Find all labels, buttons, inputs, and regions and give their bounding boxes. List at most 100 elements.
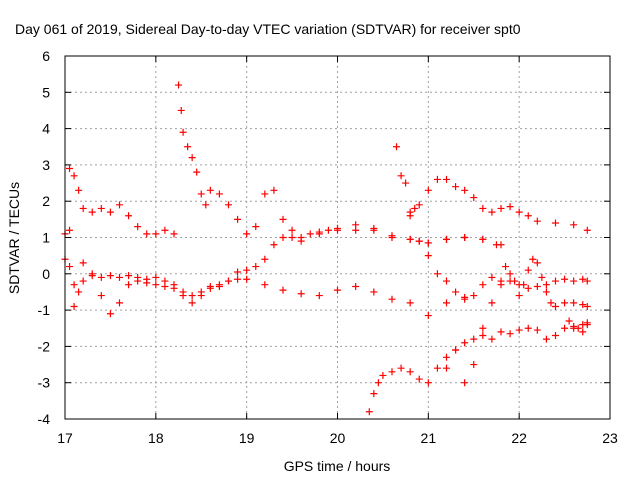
y-tick-label: 0 xyxy=(42,266,50,282)
data-point xyxy=(583,302,591,310)
data-point xyxy=(70,302,78,310)
chart-title: Day 061 of 2019, Sidereal Day-to-day VTE… xyxy=(15,21,521,37)
data-point xyxy=(70,281,78,289)
data-point xyxy=(97,204,105,212)
data-point xyxy=(583,226,591,234)
data-point xyxy=(579,301,587,309)
data-point xyxy=(279,215,287,223)
data-point xyxy=(106,310,114,318)
data-point xyxy=(515,208,523,216)
data-point xyxy=(561,275,569,283)
data-point xyxy=(179,128,187,136)
data-point xyxy=(433,175,441,183)
y-tick-label: -1 xyxy=(38,302,51,318)
data-point xyxy=(488,208,496,216)
y-tick-label: 3 xyxy=(42,157,50,173)
data-point xyxy=(152,230,160,238)
data-point xyxy=(443,235,450,243)
data-point xyxy=(352,226,360,234)
series-track-i xyxy=(565,317,591,336)
data-point xyxy=(270,186,278,194)
data-point xyxy=(506,330,514,338)
data-point xyxy=(443,364,450,372)
data-point xyxy=(424,312,432,320)
data-point xyxy=(243,266,251,274)
data-point xyxy=(406,368,414,376)
y-tick-label: -4 xyxy=(38,411,51,427)
data-point xyxy=(370,288,378,296)
data-point xyxy=(470,194,478,202)
data-point xyxy=(424,186,432,194)
x-tick-label: 22 xyxy=(511,430,527,446)
data-point xyxy=(479,281,487,289)
data-point xyxy=(106,208,114,216)
x-tick-label: 19 xyxy=(239,430,255,446)
data-point xyxy=(370,390,378,398)
x-tick-label: 23 xyxy=(602,430,618,446)
data-point xyxy=(406,299,414,307)
series-track-d xyxy=(175,81,500,249)
data-point xyxy=(415,375,423,383)
data-point xyxy=(565,317,573,325)
y-tick-label: 6 xyxy=(42,48,50,64)
data-point xyxy=(402,179,410,187)
data-point xyxy=(479,235,487,243)
data-point xyxy=(470,361,478,369)
data-point xyxy=(306,230,314,238)
data-point xyxy=(388,234,396,241)
y-tick-label: 5 xyxy=(42,84,50,100)
data-point xyxy=(520,281,528,289)
x-axis-label: GPS time / hours xyxy=(284,458,391,474)
data-point xyxy=(397,364,405,372)
data-point xyxy=(370,226,378,234)
series-track-f xyxy=(406,212,591,303)
data-point xyxy=(288,226,296,234)
y-tick-label: 4 xyxy=(42,121,50,137)
data-point xyxy=(243,230,251,238)
data-point xyxy=(547,299,555,307)
data-point xyxy=(424,252,432,260)
data-point xyxy=(552,277,559,285)
data-point xyxy=(315,292,323,300)
data-point xyxy=(188,292,196,300)
data-point xyxy=(506,203,514,211)
data-point xyxy=(461,295,469,303)
data-point xyxy=(97,273,105,281)
data-point xyxy=(524,212,532,220)
data-point xyxy=(406,212,414,220)
data-point xyxy=(66,263,74,271)
series-track-h xyxy=(443,255,591,387)
data-point xyxy=(279,234,287,241)
data-point xyxy=(424,239,432,247)
data-point xyxy=(79,259,87,267)
data-point xyxy=(511,277,519,285)
data-point xyxy=(497,204,505,212)
data-point xyxy=(188,299,196,307)
x-tick-label: 18 xyxy=(148,430,164,446)
data-point xyxy=(411,204,419,212)
data-point xyxy=(279,286,287,294)
data-marks xyxy=(61,81,591,416)
data-point xyxy=(379,371,387,379)
data-point xyxy=(193,168,201,176)
data-point xyxy=(88,208,96,216)
data-point xyxy=(288,234,296,241)
data-point xyxy=(152,281,160,289)
data-point xyxy=(570,322,578,330)
data-point xyxy=(234,215,242,223)
data-point xyxy=(533,326,541,334)
data-point xyxy=(334,286,341,294)
data-point xyxy=(461,234,469,241)
data-point xyxy=(552,302,559,310)
data-point xyxy=(225,201,232,209)
data-point xyxy=(533,259,541,267)
data-point xyxy=(79,204,87,212)
data-point xyxy=(177,106,185,114)
data-point xyxy=(252,263,260,271)
data-point xyxy=(443,353,450,361)
data-point xyxy=(116,273,123,281)
data-point xyxy=(452,288,460,296)
